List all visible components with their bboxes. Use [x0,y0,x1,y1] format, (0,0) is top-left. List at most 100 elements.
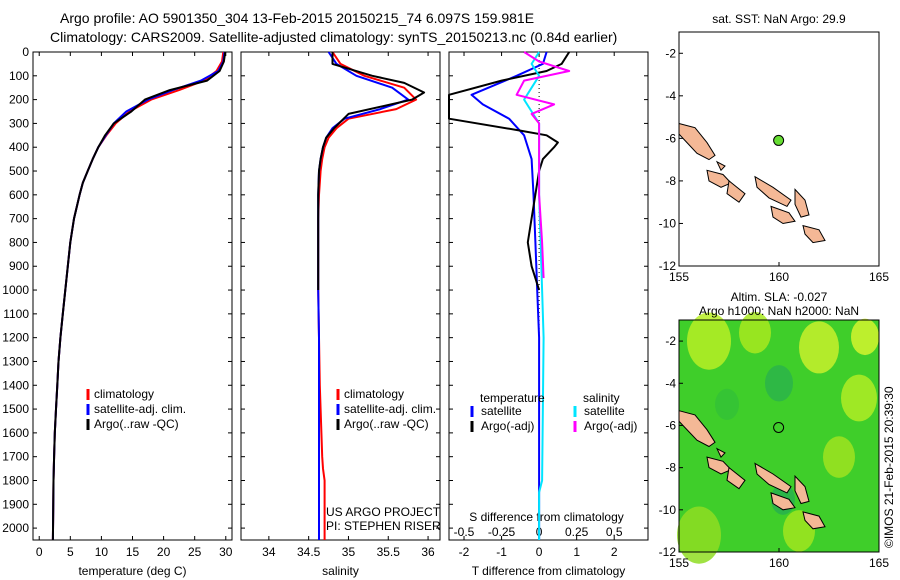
salinity-diff-tick-label: 0.25 [565,525,589,539]
legend-title-salinity: salinity [583,391,620,405]
depth-tick-label: 1600 [2,426,29,440]
difference-series-3-line [515,51,571,279]
temperature-xtick-label: 25 [188,545,202,559]
coastline-island [726,466,746,490]
coastline-island [754,462,792,494]
temperature-series-0-line [51,51,225,541]
depth-tick-label: 300 [9,116,29,130]
difference-xtick-label: 0 [536,545,543,559]
difference-legend-entry: Argo(-adj) [584,419,637,433]
map-sst-lat-tick-label: -12 [659,259,677,273]
map-sla-subtitle: Argo h1000: NaN h2000: NaN [699,304,859,318]
difference-xtick-label: -1 [496,545,507,559]
coastline-island [754,175,792,208]
salinity-series-0-line [317,51,418,540]
salinity-xtick-label: 35 [342,545,356,559]
depth-tick-label: 1700 [2,450,29,464]
salinity-series-1-line [317,51,410,540]
salinity-legend-entry: Argo(..raw -QC) [344,417,429,431]
credit-line-2: PI: STEPHEN RISER [326,519,441,533]
coastline-island [715,160,726,172]
salinity-diff-tick-label: -0.25 [488,525,516,539]
depth-tick-label: 1000 [2,283,29,297]
argo-float-marker [773,134,785,146]
map-sla-lat-tick-label: -2 [665,334,676,348]
sla-field-patch [715,388,739,420]
map-sst-lat-tick-label: -4 [665,89,676,103]
difference-legend-entry: satellite [481,404,522,418]
temperature-xtick-label: 30 [219,545,233,559]
depth-tick-label: 800 [9,235,29,249]
salinity-xtick-label: 34 [262,545,276,559]
salinity-diff-tick-label: 0.5 [606,525,623,539]
sla-map-panel: 155 160 165 -2 -4 -6 -8 -10 -12 Altim. SLA: -0.02… [659,290,890,570]
difference-legend-entry: satellite [584,404,625,418]
coastline-island [794,474,810,505]
difference-xtick-label: 1 [573,545,580,559]
depth-tick-label: 100 [9,69,29,83]
temperature-plot-frame [32,51,233,541]
depth-tick-label: 600 [9,188,29,202]
salinity-x-axis-title: salinity [322,564,359,578]
depth-tick-label: 1300 [2,354,29,368]
side-note: ©IMOS 21-Feb-2015 20:39:30 [882,386,896,548]
temperature-x-axis-title: temperature (deg C) [78,564,186,578]
sla-field-patch [765,365,793,402]
map-sst-lat-tick-label: -6 [665,131,676,145]
coastline-island [802,511,826,530]
temperature-series-2-line [51,51,227,541]
depth-tick-label: 0 [22,45,29,59]
map-sla-lat-tick-label: -12 [659,545,677,559]
map-sla-lon-tick-label: 155 [669,556,689,570]
map-sla-lat-tick-label: -10 [659,503,677,517]
sla-field-patch [841,374,877,422]
depth-tick-label: 1500 [2,402,29,416]
salinity-xtick-label: 35.5 [377,545,401,559]
temperature-xtick-label: 15 [126,545,140,559]
map-sst-lat-tick-label: -10 [659,216,677,230]
map-sla-lat-tick-label: -8 [665,461,676,475]
difference-panel: -2 -1 0 1 2 T difference from climatology -0.5… [448,51,649,578]
map-sst-lon-tick-label: 160 [769,270,789,284]
depth-tick-label: 700 [9,212,29,226]
sla-field-patch [799,321,839,374]
map-sst-lat-tick-label: -2 [665,46,676,60]
salinity-plot-frame [240,51,441,541]
depth-tick-label: 400 [9,140,29,154]
coastline-island [715,447,726,458]
temperature-xtick-label: 5 [67,545,74,559]
sla-field-patch [851,318,879,356]
salinity-xtick-label: 36 [421,545,435,559]
salinity-legend-entry: climatology [344,387,404,401]
sst-map-panel: 155 160 165 -2 -4 -6 -8 -10 -12 sat. SST: NaN Arg… [659,12,890,284]
map-sst-lon-tick-label: 155 [669,270,689,284]
coastline-island [770,492,796,511]
temperature-legend-entry: satellite-adj. clim. [94,402,186,416]
sla-field-patch [739,311,771,354]
map-sst-lat-tick-label: -8 [665,174,676,188]
salinity-xtick-label: 34.5 [297,545,321,559]
header-line-1: Argo profile: AO 5901350_304 13-Feb-2015… [60,10,534,26]
difference-series-1-line [448,51,571,291]
depth-tick-label: 1900 [2,497,29,511]
map-sla-title: Altim. SLA: -0.027 [731,290,828,304]
depth-tick-label: 1800 [2,473,29,487]
temperature-series-1-line [51,51,226,541]
coastline-island [794,188,810,218]
difference-x-axis-title: T difference from climatology [472,564,626,578]
header-line-2: Climatology: CARS2009. Satellite-adjuste… [50,29,617,45]
credit-line-1: US ARGO PROJECT [326,505,441,519]
temperature-legend-entry: Argo(..raw -QC) [94,417,179,431]
depth-tick-label: 900 [9,259,29,273]
salinity-diff-axis-title: S difference from climatology [469,510,624,524]
difference-plot-frame [448,51,649,541]
coastline-island [706,169,732,188]
salinity-panel: 34 34.5 35 35.5 36 salinity climatologysatelli… [240,51,441,578]
depth-tick-label: 500 [9,164,29,178]
salinity-diff-tick-label: -0.5 [454,525,475,539]
difference-xtick-label: -2 [459,545,470,559]
temperature-legend-entry: climatology [94,387,154,401]
temperature-xtick-label: 10 [95,545,109,559]
depth-tick-label: 1400 [2,378,29,392]
difference-series-2-line [523,51,545,540]
